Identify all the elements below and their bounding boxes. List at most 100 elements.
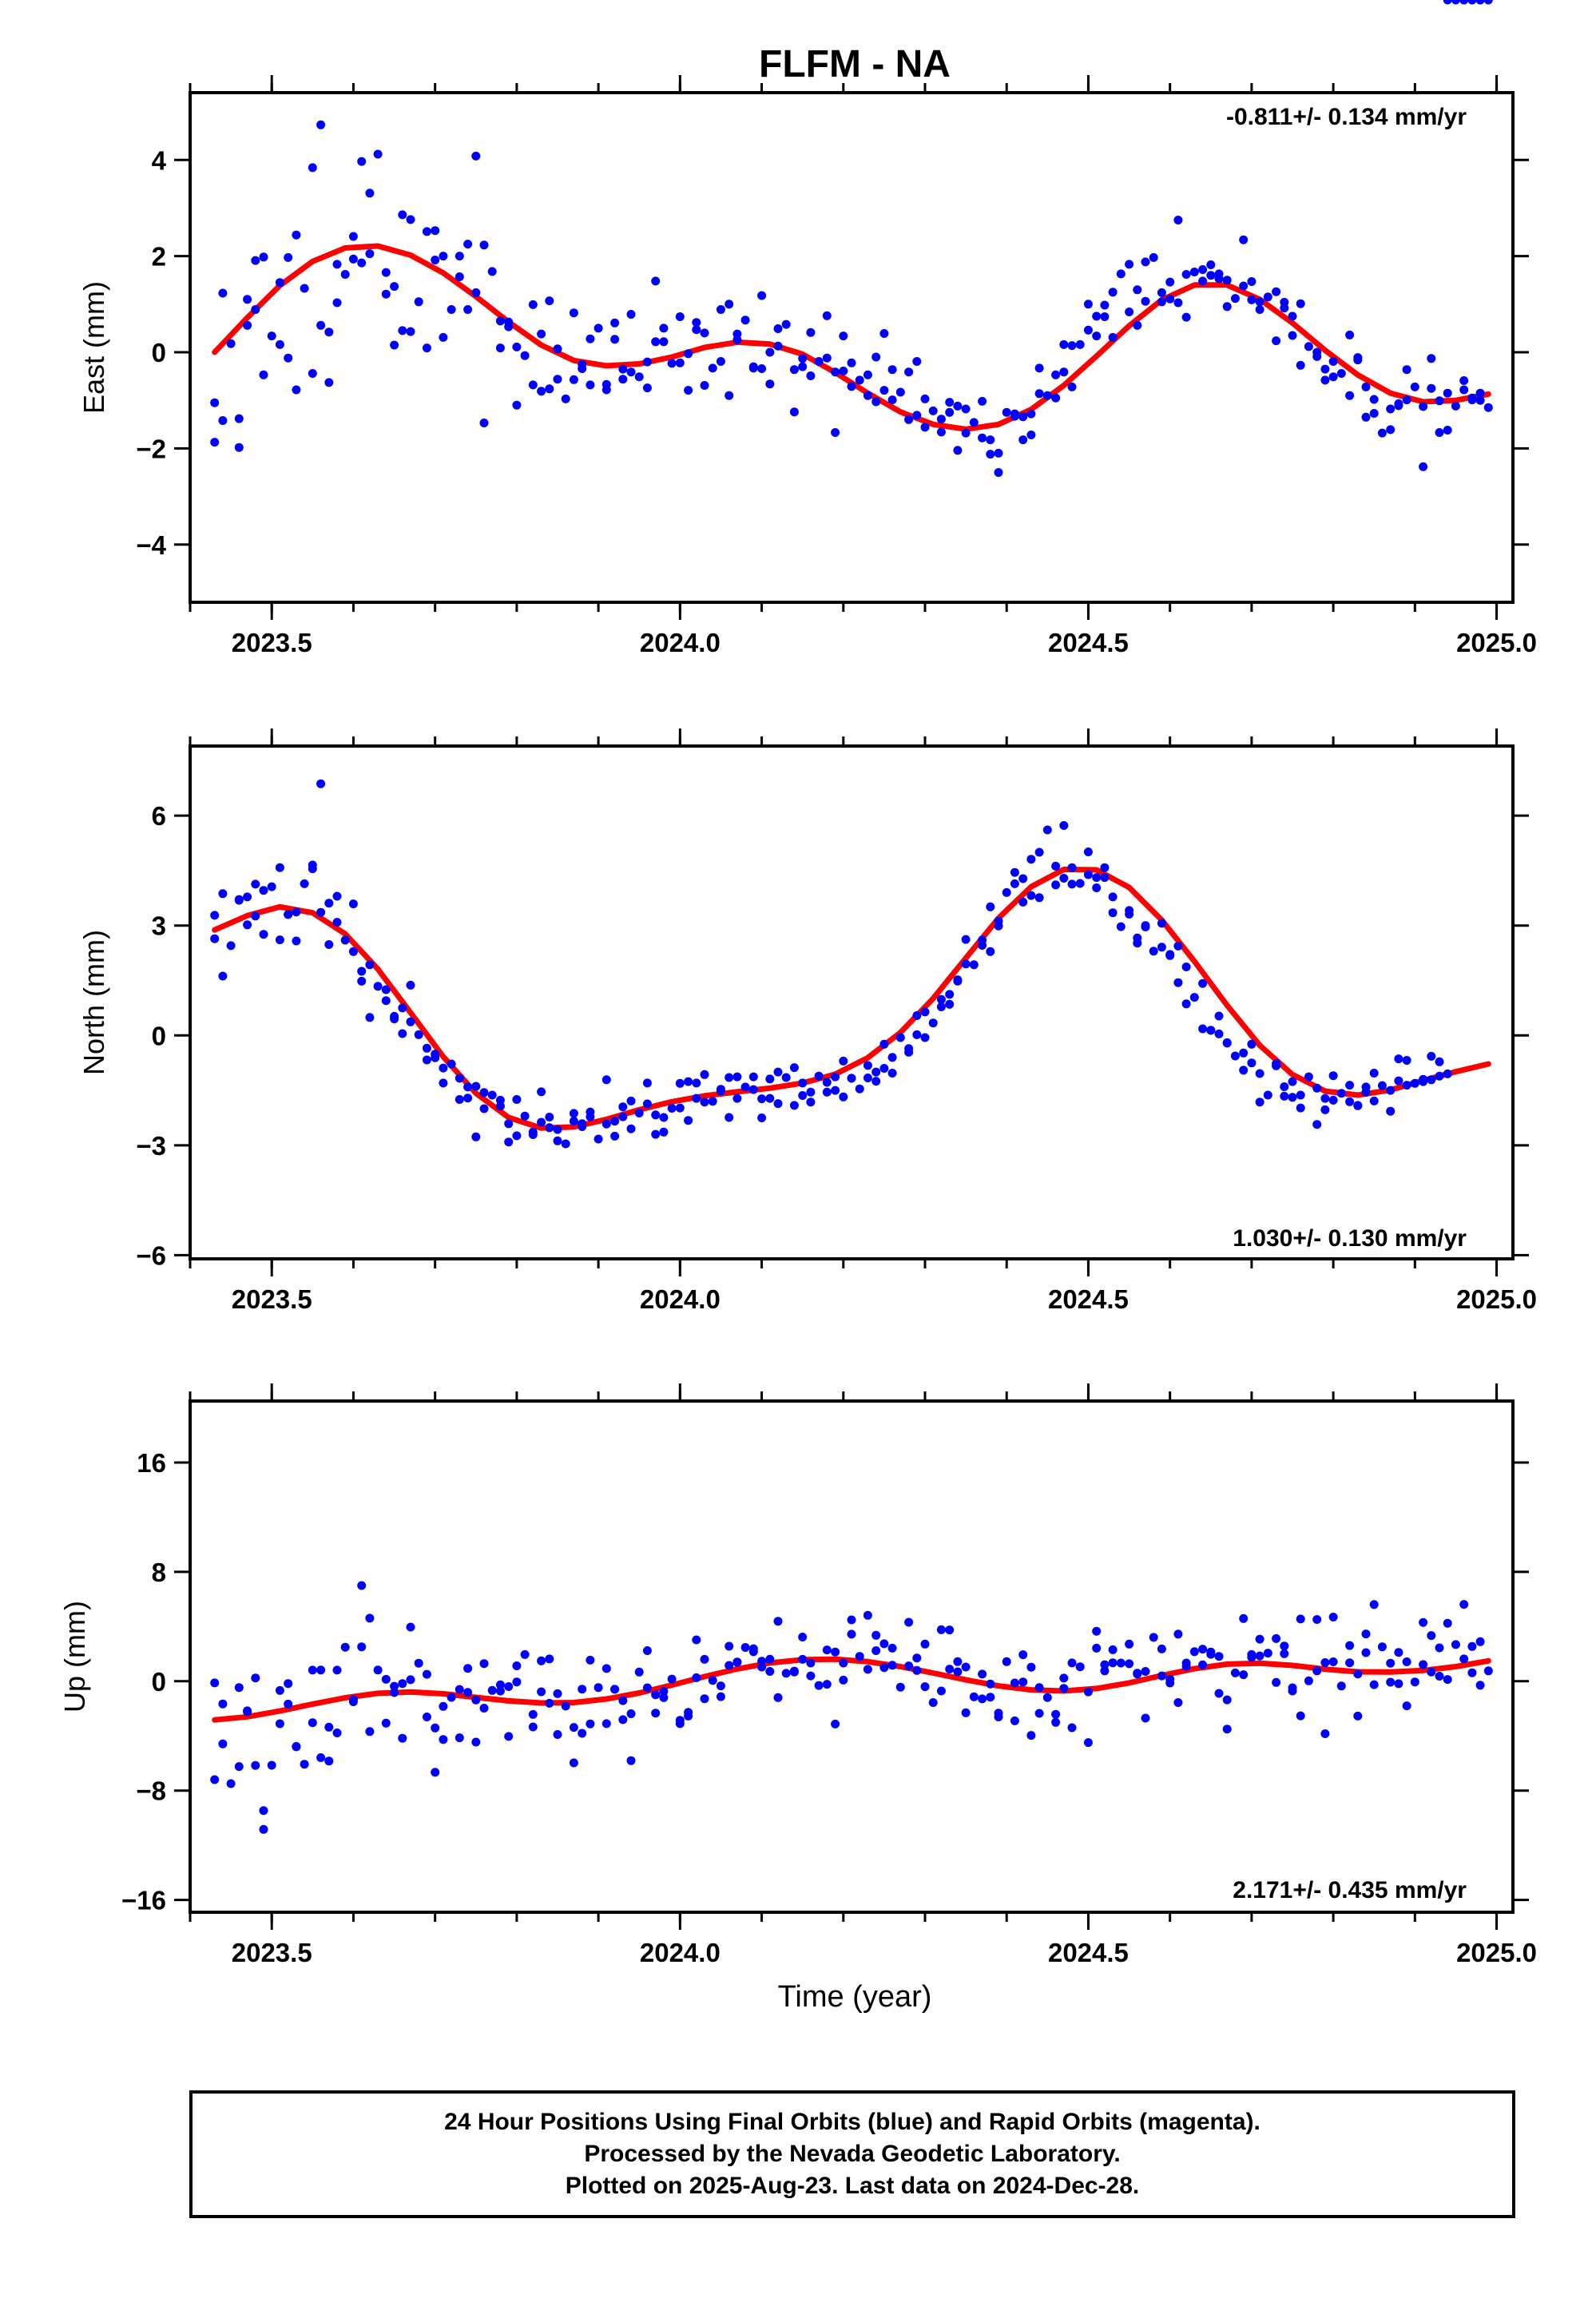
up-data-point [675, 1719, 685, 1729]
east-data-point [740, 316, 750, 325]
north-data-point [806, 1097, 816, 1107]
east-data-point [251, 305, 260, 314]
north-data-point [765, 1074, 775, 1084]
east-data-point [700, 381, 709, 390]
up-data-point [700, 1654, 709, 1664]
east-data-point [1083, 325, 1093, 335]
up-data-point [1222, 1725, 1232, 1734]
up-data-point [1312, 1666, 1322, 1676]
east-data-point [994, 448, 1003, 458]
east-data-point [1092, 331, 1102, 341]
east-data-point [553, 375, 562, 384]
north-data-point [1181, 963, 1191, 971]
east-x-tick-label: 2024.0 [640, 628, 721, 657]
east-data-point [928, 406, 938, 415]
north-data-point [839, 1056, 848, 1066]
north-data-point [1206, 1026, 1216, 1035]
east-x-tick-label: 2024.5 [1048, 628, 1129, 657]
up-data-point [700, 1694, 709, 1704]
north-data-point [218, 971, 228, 981]
east-data-point [1157, 297, 1166, 307]
up-data-point [422, 1713, 431, 1721]
north-data-point [1100, 863, 1110, 872]
east-data-point [618, 375, 628, 384]
east-data-point [1067, 341, 1077, 351]
up-data-point [1336, 1681, 1346, 1691]
east-rate-annotation: -0.811+/- 0.134 mm/yr [1226, 104, 1467, 130]
up-data-point [504, 1682, 514, 1691]
east-x-tick-label: 2023.5 [232, 628, 312, 657]
north-data-point [1100, 873, 1110, 883]
east-data-point [1320, 375, 1330, 385]
north-data-point [773, 1067, 783, 1077]
east-data-point [210, 398, 220, 407]
north-y-ticks: −6 −3 0 3 6 [136, 801, 1529, 1270]
east-data-point [578, 359, 587, 369]
up-data-point [332, 1665, 342, 1675]
east-data-point [1206, 260, 1216, 269]
north-data-point [994, 921, 1003, 931]
up-data-point [945, 1625, 955, 1635]
east-data-point [348, 232, 358, 241]
up-data-point [1075, 1662, 1085, 1672]
up-data-point [773, 1693, 783, 1702]
north-data-point [601, 1075, 611, 1085]
east-data-point [520, 351, 530, 360]
east-data-point [1133, 285, 1142, 295]
up-data-point [732, 1657, 742, 1667]
north-data-point [332, 918, 342, 927]
east-data-point [659, 323, 669, 333]
north-data-point [895, 1033, 905, 1042]
east-data-point [1141, 296, 1150, 306]
north-data-point [708, 1097, 717, 1106]
east-data-point [1051, 393, 1061, 403]
north-data-point [651, 1110, 661, 1120]
up-data-point [381, 1718, 391, 1728]
north-data-point [651, 1129, 661, 1139]
up-data-point [912, 1653, 922, 1663]
up-data-point [847, 1629, 856, 1639]
north-data-point [1034, 893, 1044, 903]
east-data-point [1451, 401, 1460, 411]
east-data-point [618, 364, 628, 374]
north-data-point [1263, 1090, 1272, 1100]
up-data-point [300, 1760, 309, 1769]
north-data-point [879, 1064, 889, 1073]
east-data-point [455, 252, 464, 261]
north-data-point [1280, 1082, 1289, 1091]
north-y-axis-label: North (mm) [77, 930, 110, 1075]
up-data-point [1083, 1687, 1093, 1697]
up-data-point [757, 1657, 767, 1666]
north-data-point [357, 966, 367, 976]
up-data-point [798, 1654, 808, 1664]
east-data-point [920, 423, 930, 432]
north-data-point [700, 1097, 709, 1107]
up-data-point [708, 1676, 717, 1685]
north-data-point [1010, 867, 1019, 877]
up-data-point [1247, 1653, 1257, 1662]
east-data-point [765, 347, 775, 357]
up-data-point [1386, 1658, 1396, 1668]
north-data-point [1296, 1103, 1305, 1113]
east-data-point [847, 382, 856, 391]
east-data-point [839, 367, 848, 375]
east-data-point [1230, 294, 1240, 304]
east-data-point [1361, 412, 1371, 422]
north-data-point [912, 1011, 922, 1020]
north-data-point [732, 1072, 742, 1082]
up-data-point [855, 1652, 864, 1661]
east-x-tick-label: 2025.0 [1456, 628, 1537, 657]
east-data-point [292, 230, 301, 240]
up-data-point [887, 1643, 897, 1653]
north-data-point [1116, 922, 1126, 931]
north-data-point [1239, 1066, 1249, 1075]
up-data-point [324, 1722, 334, 1732]
north-data-point [455, 1095, 464, 1104]
north-data-point [1181, 999, 1191, 1009]
east-data-point [512, 342, 522, 351]
east-data-point [439, 252, 448, 261]
up-data-point [1255, 1651, 1264, 1661]
up-data-point [601, 1719, 611, 1729]
up-data-point [659, 1687, 669, 1696]
up-y-tick-label: −16 [121, 1886, 166, 1915]
